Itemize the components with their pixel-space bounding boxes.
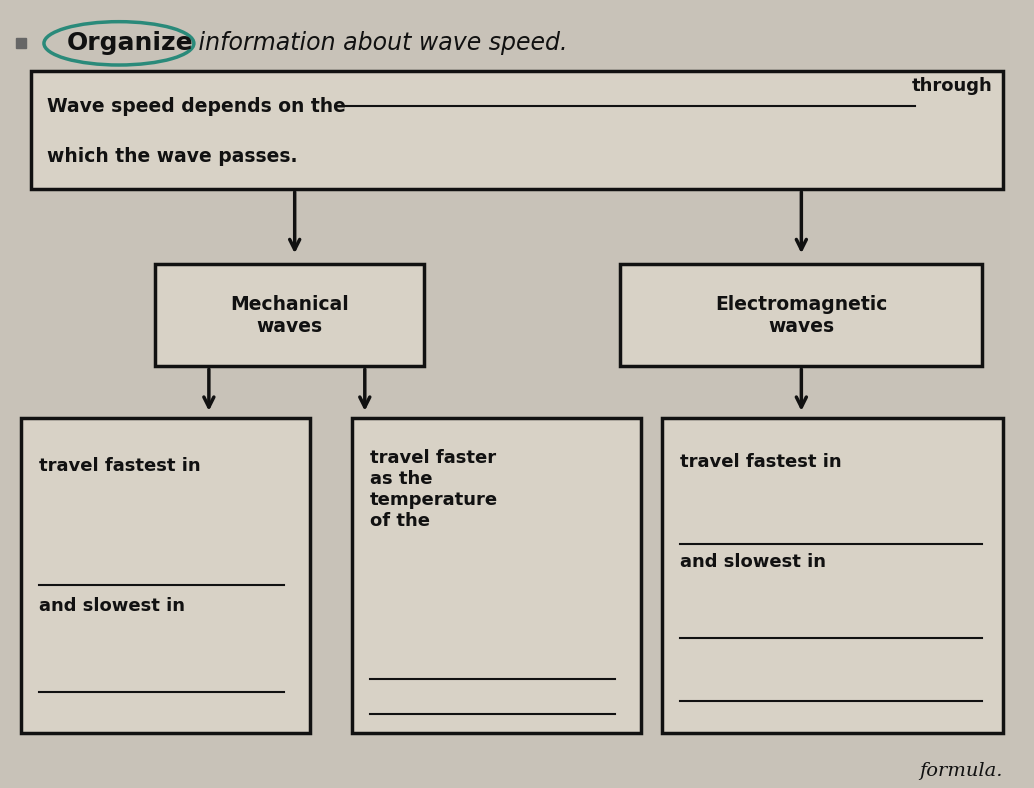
Bar <box>662 418 1003 733</box>
Text: which the wave passes.: which the wave passes. <box>47 147 297 165</box>
Bar <box>620 264 982 366</box>
Text: travel faster
as the
temperature
of the: travel faster as the temperature of the <box>370 449 498 530</box>
Text: travel fastest in: travel fastest in <box>39 457 201 475</box>
Text: and slowest in: and slowest in <box>39 597 185 615</box>
Bar <box>352 418 641 733</box>
Text: travel fastest in: travel fastest in <box>680 453 842 471</box>
Text: Organize: Organize <box>67 32 193 55</box>
Bar <box>155 264 424 366</box>
Text: and slowest in: and slowest in <box>680 553 826 571</box>
Text: Mechanical
waves: Mechanical waves <box>231 295 348 336</box>
Bar <box>21 418 310 733</box>
Text: Electromagnetic
waves: Electromagnetic waves <box>716 295 887 336</box>
Text: through: through <box>912 77 993 95</box>
Bar <box>31 71 1003 189</box>
Text: formula.: formula. <box>919 762 1003 780</box>
Text: Wave speed depends on the: Wave speed depends on the <box>47 97 352 116</box>
Text: information about wave speed.: information about wave speed. <box>191 32 568 55</box>
